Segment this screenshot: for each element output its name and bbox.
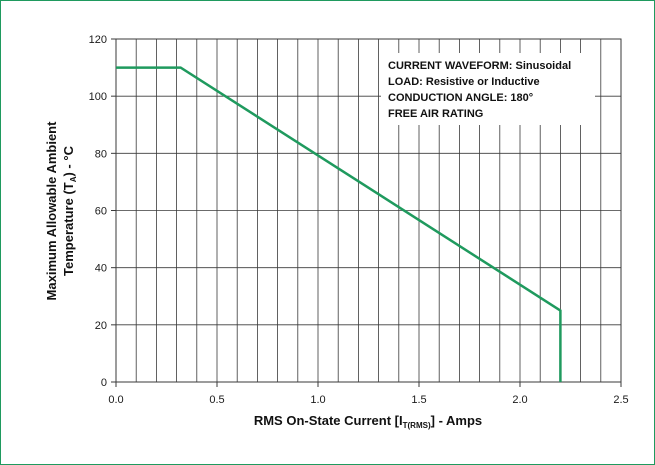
x-tick-label: 2.5 — [613, 394, 628, 406]
y-tick-label: 20 — [95, 320, 107, 332]
series — [116, 66, 562, 382]
y-tick-label: 80 — [95, 148, 107, 160]
annotation-free-air: FREE AIR RATING — [388, 108, 483, 120]
annotation-conduction-angle: CONDUCTION ANGLE: 180° — [388, 92, 533, 104]
y-axis-title-subscript: A — [69, 176, 78, 182]
x-tick-label: 1.5 — [411, 394, 426, 406]
y-tick-label: 120 — [89, 34, 107, 46]
y-axis-title-line1: Maximum Allowable Ambient — [44, 121, 59, 301]
x-tick-label: 0.0 — [108, 394, 123, 406]
annotation-load: LOAD: Resistive or Inductive — [388, 76, 540, 88]
y-tick-label: 40 — [95, 263, 107, 275]
derating-curve — [116, 66, 562, 382]
x-tick-label: 2.0 — [512, 394, 527, 406]
y-axis-title-line2: Temperature (TA) - °C — [61, 145, 78, 276]
x-axis-title-tail: ] - Amps — [431, 413, 483, 428]
x-axis-title-main: RMS On-State Current [I — [254, 413, 403, 428]
y-axis-title-line2-tail: ) - °C — [61, 145, 76, 176]
y-axis-title-line2-main: Temperature (T — [61, 182, 76, 276]
y-tick-labels: 0 20 40 60 80 100 120 — [89, 34, 116, 389]
x-axis-title-subscript: T(RMS) — [403, 421, 431, 430]
x-tick-label: 0.5 — [209, 394, 224, 406]
annotation-waveform: CURRENT WAVEFORM: Sinusoidal — [388, 60, 571, 72]
x-tick-label: 1.0 — [310, 394, 325, 406]
y-tick-label: 60 — [95, 206, 107, 218]
y-tick-label: 0 — [101, 377, 107, 389]
y-tick-label: 100 — [89, 91, 107, 103]
annotation-box — [381, 53, 595, 125]
x-tick-labels: 0.0 0.5 1.0 1.5 2.0 2.5 — [108, 382, 629, 406]
x-axis-title: RMS On-State Current [IT(RMS)] - Amps — [254, 413, 482, 430]
